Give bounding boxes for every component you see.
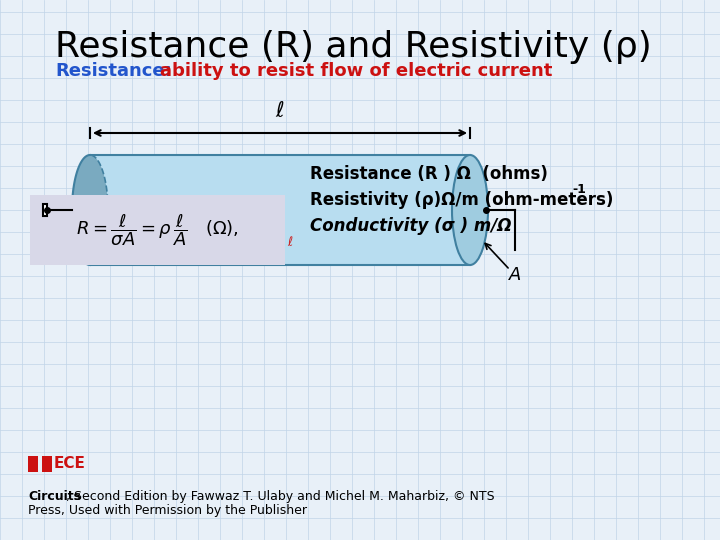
Text: Press, Used with Permission by the Publisher: Press, Used with Permission by the Publi… [28,504,307,517]
Bar [43,204,47,216]
Ellipse shape [72,155,108,265]
Text: σ: σ [252,193,268,217]
Text: Conductivity (σ ) m/Ω: Conductivity (σ ) m/Ω [310,217,511,235]
Text: Circuits: Circuits [28,490,81,503]
Bar [42,456,52,472]
Text: ℓ: ℓ [287,235,292,248]
Bar [28,456,38,472]
Text: ℓ: ℓ [276,101,284,121]
Text: Resistance (R) and Resistivity (ρ): Resistance (R) and Resistivity (ρ) [55,30,652,64]
Text: ability to resist flow of electric current: ability to resist flow of electric curre… [160,62,552,80]
Ellipse shape [452,155,488,265]
Text: Resistance (R ) Ω  (ohms): Resistance (R ) Ω (ohms) [310,165,548,183]
Bar [30,195,285,265]
Text: ECE: ECE [54,456,86,471]
Text: -1: -1 [572,183,586,196]
Text: Resistance:: Resistance: [55,62,172,80]
Text: Resistivity (ρ)Ω/m (ohm-meters): Resistivity (ρ)Ω/m (ohm-meters) [310,191,613,209]
Text: A: A [509,266,521,284]
Text: $R = \dfrac{\ell}{\sigma A} = \rho\, \dfrac{\ell}{A} \quad (\Omega),$: $R = \dfrac{\ell}{\sigma A} = \rho\, \df… [76,212,239,248]
Text: , Second Edition by Fawwaz T. Ulaby and Michel M. Maharbiz, © NTS: , Second Edition by Fawwaz T. Ulaby and … [66,490,495,503]
Bar [90,155,470,265]
